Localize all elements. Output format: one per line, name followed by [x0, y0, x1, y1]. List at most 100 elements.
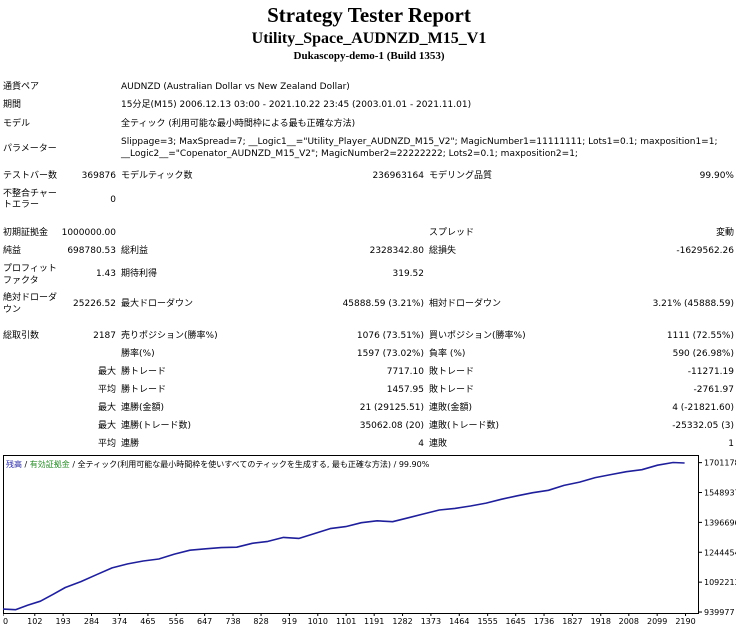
total-trades-value: 2187 [93, 331, 116, 341]
max-drawdown-value: 45888.59 (3.21%) [342, 299, 424, 309]
expected-payoff-label: 期待利得 [121, 269, 158, 279]
avg-cons-prefix: 平均 [97, 439, 116, 449]
average-loss-value: -2761.97 [693, 385, 734, 395]
x-tick-label: 284 [84, 617, 99, 625]
expected-payoff-value: 319.52 [392, 269, 425, 279]
net-profit-value: 698780.53 [67, 246, 116, 256]
x-tick-label: 1373 [421, 617, 441, 625]
report-subtitle: Utility_Space_AUDNZD_M15_V1 [251, 30, 487, 47]
legend-quality: 99.90% [399, 460, 430, 469]
long-positions-label: 買いポジション(勝率%) [429, 331, 526, 341]
x-tick-label: 1282 [392, 617, 412, 625]
x-tick-label: 1827 [562, 617, 582, 625]
params-line-1: Slippage=3; MaxSpread=7; __Logic1__="Uti… [121, 137, 718, 147]
max-cons-wins-amount-value: 21 (29125.51) [359, 403, 424, 413]
largest-win-value: 7717.10 [386, 367, 424, 377]
mismatch-label-line-2: トエラー [3, 200, 40, 210]
short-positions-label: 売りポジション(勝率%) [121, 331, 218, 341]
largest-prefix: 最大 [97, 367, 116, 377]
legend-equity: 有効証拠金 [30, 459, 70, 469]
short-positions-value: 1076 (73.51%) [356, 331, 424, 341]
y-tick-label: 1244454 [704, 548, 736, 557]
x-tick-label: 102 [27, 617, 42, 625]
x-tick-label: 1101 [336, 617, 356, 625]
legend-balance: 残高 [6, 459, 22, 469]
chart-legend: 残高 / 有効証拠金 / 全ティック(利用可能な最小時間枠を使いすべてのティック… [6, 459, 430, 469]
max-cons-amount-prefix: 最大 [97, 403, 116, 413]
long-positions-value: 1111 (72.55%) [666, 331, 734, 341]
x-tick-label: 1191 [364, 617, 384, 625]
loss-trades-value: 590 (26.98%) [672, 349, 734, 359]
x-tick-label: 1010 [308, 617, 328, 625]
max-cons-losses-amount-value: 4 (-21821.60) [672, 403, 734, 413]
profit-factor-label-line-2: ファクタ [3, 276, 39, 286]
largest-win-label: 勝トレード [121, 367, 167, 377]
max-cons-losses-count-label: 連敗(トレード数) [429, 421, 500, 431]
x-tick-label: 738 [225, 617, 240, 625]
x-tick-label: 828 [253, 617, 268, 625]
gross-profit-label: 総利益 [121, 246, 149, 256]
period-value: 15分足(M15) 2006.12.13 03:00 - 2021.10.22 … [121, 100, 472, 110]
avg-cons-losses-label: 連敗 [429, 439, 448, 449]
profit-trades-value: 1597 (73.02%) [356, 349, 424, 359]
loss-trades-label: 負率 (%) [429, 349, 466, 359]
symbol-label: 通貨ペア [3, 82, 40, 92]
balance-line [3, 461, 685, 611]
legend-sep3: / [391, 460, 399, 469]
model-value: 全ティック (利用可能な最小時間枠による最も正確な方法) [121, 119, 356, 129]
symbol-value: AUDNZD (Australian Dollar vs New Zealand… [121, 82, 350, 92]
bars-value: 369876 [81, 171, 116, 181]
rel-drawdown-label: 相対ドローダウン [429, 299, 502, 309]
ticks-value: 236963164 [372, 171, 424, 181]
y-tick-label: 1092213 [704, 578, 736, 587]
model-label: モデル [3, 119, 31, 129]
average-win-value: 1457.95 [386, 385, 424, 395]
x-tick-label: 1555 [477, 617, 497, 625]
avg-cons-wins-label: 連勝 [121, 439, 140, 449]
gross-loss-label: 総損失 [429, 246, 457, 256]
params-line-2: __Logic2__="Copenator_AUDNZD_M15_V2"; Ma… [121, 149, 578, 159]
server-name: Dukascopy-demo-1 (Build 1353) [293, 50, 445, 62]
x-tick-label: 556 [169, 617, 184, 625]
max-cons-wins-count-label: 連勝(トレード数) [121, 421, 192, 431]
max-cons-wins-amount-label: 連勝(金額) [121, 403, 165, 413]
average-loss-label: 敗トレード [429, 385, 475, 395]
max-cons-wins-count-value: 35062.08 (20) [359, 421, 424, 431]
x-tick-label: 1645 [505, 617, 525, 625]
abs-drawdown-label-line-2: ウン [3, 305, 22, 315]
spread-label: スプレッド [429, 228, 475, 238]
quality-label: モデリング品質 [429, 171, 493, 181]
x-tick-label: 2008 [619, 617, 639, 625]
largest-loss-label: 敗トレード [429, 367, 475, 377]
balance-chart-svg: 939977 1092213 1244454 1396696 1548937 170117… [3, 455, 736, 625]
bars-label: テストバー数 [3, 171, 58, 181]
y-tick-label: 1396696 [704, 518, 736, 527]
mismatch-label-line-1: 不整合チャー [3, 189, 57, 199]
x-tick-label: 2099 [647, 617, 667, 625]
report-title: Strategy Tester Report [267, 3, 471, 27]
deposit-label: 初期証拠金 [3, 228, 49, 238]
ticks-label: モデルティック数 [121, 171, 193, 181]
params-label: パラメーター [3, 144, 57, 154]
net-profit-label: 純益 [3, 246, 22, 256]
period-label: 期間 [3, 100, 22, 110]
x-tick-label: 465 [140, 617, 155, 625]
x-tick-label: 2190 [675, 617, 695, 625]
quality-value: 99.90% [699, 171, 734, 181]
y-tick-label: 1701178 [704, 459, 736, 468]
x-tick-label: 0 [3, 617, 8, 625]
max-cons-losses-count-value: -25332.05 (3) [672, 421, 734, 431]
profit-trades-label: 勝率(%) [121, 349, 155, 359]
total-trades-label: 総取引数 [3, 331, 40, 341]
x-tick-label: 1736 [534, 617, 554, 625]
x-tick-label: 919 [282, 617, 297, 625]
x-tick-label: 1918 [591, 617, 611, 625]
y-tick-label: 1548937 [704, 489, 736, 498]
profit-factor-label-line-1: プロフィット [3, 264, 57, 274]
average-prefix: 平均 [97, 385, 116, 395]
avg-cons-wins-value: 4 [418, 439, 424, 449]
abs-drawdown-label-line-1: 絶対ドローダ [3, 293, 58, 303]
mismatch-value: 0 [110, 195, 116, 205]
x-tick-label: 647 [197, 617, 212, 625]
average-win-label: 勝トレード [121, 385, 167, 395]
